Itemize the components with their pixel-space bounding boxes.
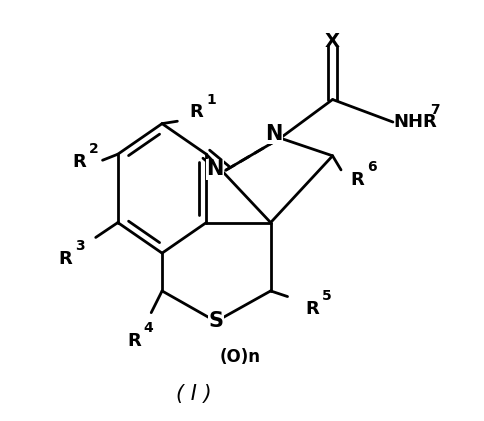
Text: N: N — [206, 160, 224, 179]
Text: 2: 2 — [89, 142, 98, 156]
Text: R: R — [59, 250, 72, 268]
Text: R: R — [127, 332, 140, 350]
Text: R: R — [350, 171, 363, 189]
Text: N: N — [265, 124, 282, 144]
Text: 1: 1 — [206, 93, 215, 107]
Text: R: R — [305, 300, 318, 317]
Text: X: X — [324, 32, 339, 51]
Text: R: R — [72, 153, 86, 171]
Text: (O)n: (O)n — [219, 348, 260, 366]
Text: 5: 5 — [321, 289, 331, 303]
Text: 3: 3 — [75, 239, 85, 253]
Text: 4: 4 — [143, 321, 153, 335]
Text: 6: 6 — [366, 160, 376, 174]
Text: ( I ): ( I ) — [176, 384, 212, 404]
Text: R: R — [189, 104, 203, 121]
Text: NHR: NHR — [392, 113, 436, 131]
Text: S: S — [208, 312, 223, 331]
Text: 7: 7 — [429, 103, 439, 117]
